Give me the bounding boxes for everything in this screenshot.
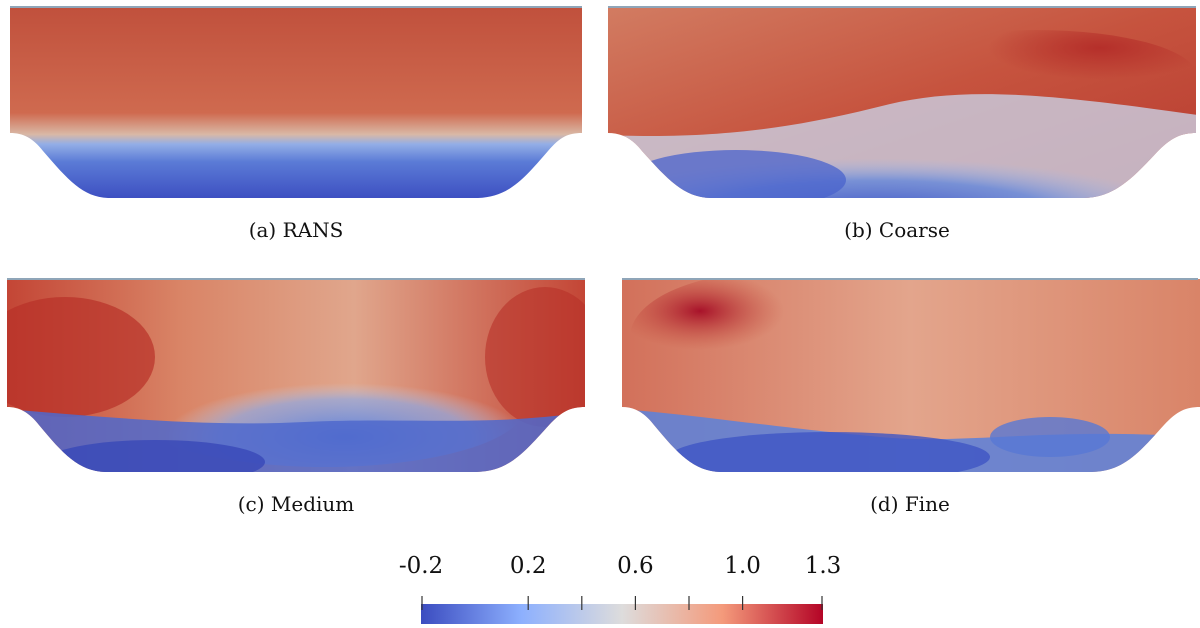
panel-medium — [5, 277, 587, 475]
colorbar-tick-label: 1.0 — [724, 553, 761, 579]
panel-fine — [620, 277, 1200, 475]
caption-rans: (a) RANS — [248, 218, 344, 242]
colorbar-ticks — [421, 596, 823, 610]
contour-plot-fine — [622, 278, 1200, 472]
colorbar — [421, 596, 823, 628]
panel-rans — [8, 5, 586, 201]
colorbar-tick-label: -0.2 — [398, 553, 444, 579]
caption-fine: (d) Fine — [870, 492, 950, 516]
panel-coarse — [606, 5, 1198, 201]
contour-plot-medium — [7, 278, 585, 472]
contour-plot-rans — [10, 6, 582, 198]
caption-medium: (c) Medium — [237, 492, 355, 516]
caption-coarse: (b) Coarse — [844, 218, 950, 242]
colorbar-gradient — [421, 596, 823, 624]
colorbar-tick-label: 0.6 — [617, 553, 654, 579]
contour-plot-coarse — [608, 6, 1196, 198]
colorbar-tick-label: 1.3 — [804, 553, 842, 579]
colorbar-tick-label: 0.2 — [509, 553, 547, 579]
